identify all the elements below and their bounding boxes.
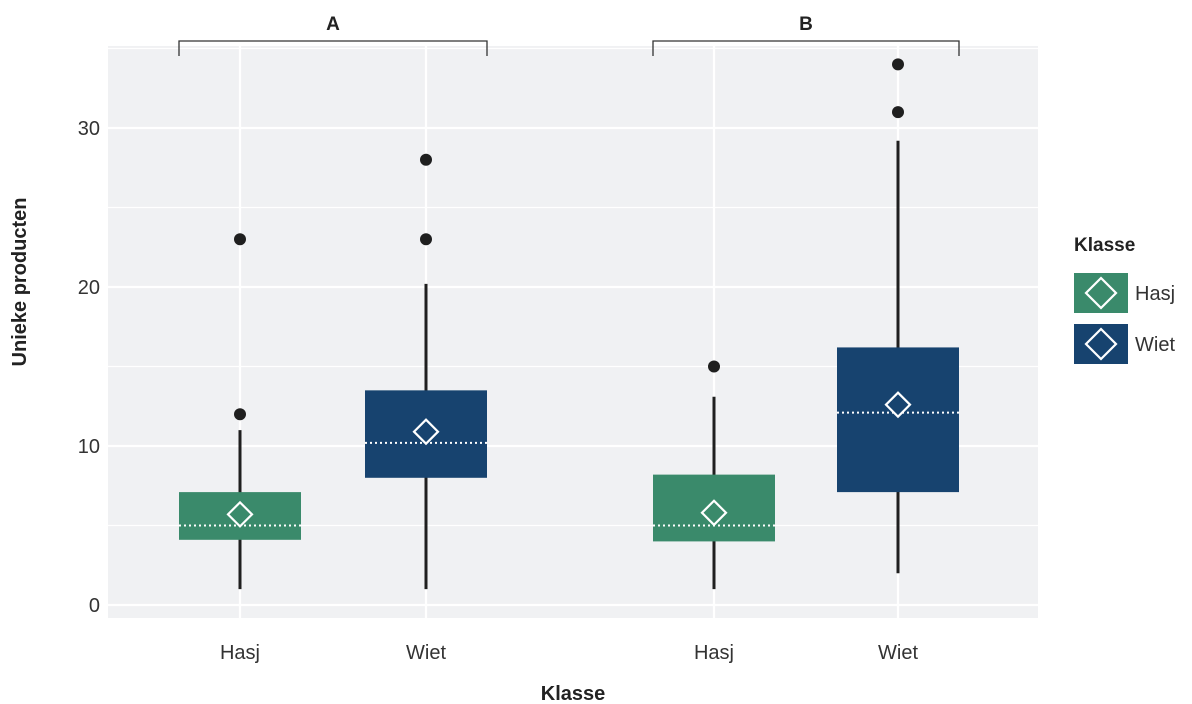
y-tick-label: 0 (89, 595, 100, 617)
y-tick-label: 20 (78, 277, 100, 299)
facet-bracket (178, 40, 488, 56)
legend-diamond (1084, 327, 1118, 361)
mean-marker (700, 499, 728, 527)
box (837, 347, 959, 493)
outlier-point (708, 360, 720, 373)
x-axis: Hasj Wiet Hasj Wiet (220, 642, 918, 664)
mean-marker (884, 391, 912, 419)
y-axis: 0 10 20 30 (78, 118, 100, 617)
outlier-point (420, 233, 432, 246)
legend-diamond (1084, 276, 1118, 310)
mean-marker (412, 418, 440, 446)
outlier-point (892, 58, 904, 71)
facet-label: A (326, 14, 340, 35)
x-tick-label: Wiet (878, 642, 918, 664)
legend: Klasse Hasj Wiet (1074, 235, 1175, 364)
mean-marker (226, 500, 254, 528)
x-axis-title: Klasse (541, 683, 606, 704)
x-tick-label: Wiet (406, 642, 446, 664)
y-axis-title: Unieke producten (9, 198, 31, 367)
box-group (179, 233, 301, 590)
x-tick-label: Hasj (694, 642, 734, 664)
boxes (179, 58, 959, 590)
box-group (653, 360, 775, 590)
x-tick-label: Hasj (220, 642, 260, 664)
legend-label: Wiet (1135, 334, 1175, 356)
facet-bracket (652, 40, 960, 56)
box-group (365, 153, 487, 590)
outlier-point (234, 408, 246, 421)
outlier-point (420, 153, 432, 166)
y-tick-label: 10 (78, 436, 100, 458)
box-group (837, 58, 959, 574)
outlier-point (234, 233, 246, 246)
legend-title: Klasse (1074, 235, 1135, 256)
outlier-point (892, 106, 904, 119)
y-tick-label: 30 (78, 118, 100, 140)
facet-label: B (799, 14, 813, 35)
legend-label: Hasj (1135, 283, 1175, 305)
